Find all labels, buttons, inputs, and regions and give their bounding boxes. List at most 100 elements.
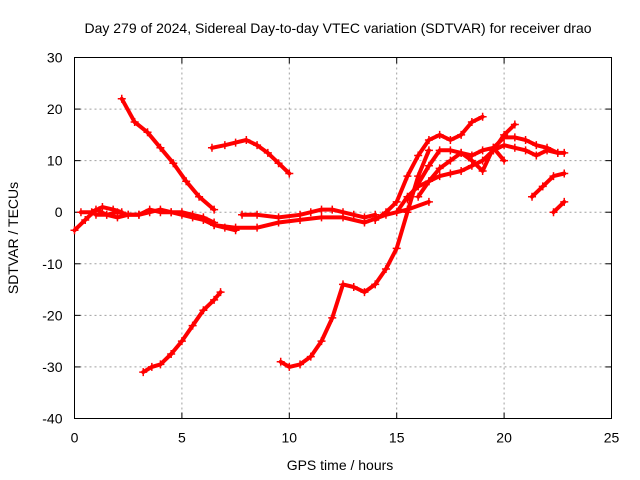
data-point-marker <box>414 151 423 160</box>
x-tick-label: 15 <box>389 430 405 446</box>
series-arc-7 <box>238 205 380 222</box>
data-point-marker <box>467 151 476 160</box>
data-point-marker <box>169 159 178 168</box>
data-point-marker <box>199 215 208 224</box>
data-point-marker <box>285 169 294 178</box>
data-point-marker <box>424 161 433 170</box>
series-arc-14 <box>489 141 562 160</box>
data-point-marker <box>231 138 240 147</box>
data-point-marker <box>560 169 569 178</box>
series-arc-2 <box>76 203 126 217</box>
series-arc-13 <box>414 133 569 201</box>
data-point-marker <box>253 141 262 150</box>
series-line <box>551 199 567 215</box>
data-point-marker <box>188 321 197 330</box>
data-point-marker <box>253 223 262 232</box>
data-point-marker <box>81 215 90 224</box>
data-point-marker <box>220 141 229 150</box>
data-point-marker <box>560 197 569 206</box>
data-point-marker <box>177 337 186 346</box>
data-point-marker <box>274 159 283 168</box>
data-point-marker <box>392 244 401 253</box>
data-point-marker <box>156 205 165 214</box>
axis-ticks: 0 5 10 15 20 25 -40 -30 -20 -10 0 10 20 30 <box>42 50 619 446</box>
series-arc-15 <box>528 169 569 201</box>
data-point-marker <box>500 141 509 150</box>
data-point-marker <box>360 213 369 222</box>
data-point-marker <box>500 133 509 142</box>
plot-frame <box>74 57 612 419</box>
y-tick-label: 0 <box>55 204 63 220</box>
y-tick-label: -30 <box>42 359 62 375</box>
data-point-marker <box>549 172 558 181</box>
data-point-marker <box>478 166 487 175</box>
data-point-marker <box>76 208 85 217</box>
data-point-marker <box>253 210 262 219</box>
data-series <box>70 94 569 377</box>
data-point-marker <box>285 362 294 371</box>
data-point-marker <box>317 337 326 346</box>
x-tick-label: 5 <box>178 430 186 446</box>
y-tick-label: 20 <box>47 101 63 117</box>
data-point-marker <box>392 197 401 206</box>
data-point-marker <box>414 192 423 201</box>
data-point-marker <box>276 357 285 366</box>
series-line <box>405 145 507 202</box>
series-arc-8 <box>139 288 225 377</box>
data-point-marker <box>113 213 122 222</box>
data-point-marker <box>210 205 219 214</box>
data-point-marker <box>182 177 191 186</box>
data-point-marker <box>134 210 143 219</box>
data-point-marker <box>403 172 412 181</box>
data-point-marker <box>403 208 412 217</box>
data-point-marker <box>296 210 305 219</box>
data-point-marker <box>195 192 204 201</box>
y-tick-label: -10 <box>42 256 62 272</box>
grid-lines <box>74 57 612 419</box>
data-point-marker <box>296 360 305 369</box>
data-point-marker <box>317 205 326 214</box>
data-point-marker <box>242 136 251 145</box>
data-point-marker <box>156 143 165 152</box>
data-point-marker <box>446 136 455 145</box>
data-point-marker <box>199 306 208 315</box>
data-point-marker <box>532 141 541 150</box>
data-point-marker <box>87 208 96 217</box>
chart-title: Day 279 of 2024, Sidereal Day-to-day VTE… <box>84 20 591 36</box>
x-tick-label: 25 <box>604 430 620 446</box>
data-point-marker <box>521 136 530 145</box>
data-point-marker <box>446 146 455 155</box>
y-tick-label: -20 <box>42 307 62 323</box>
data-point-marker <box>478 112 487 121</box>
data-point-marker <box>543 146 552 155</box>
data-point-marker <box>207 143 216 152</box>
x-axis-label: GPS time / hours <box>287 457 394 473</box>
data-point-marker <box>532 151 541 160</box>
data-point-marker <box>156 360 165 369</box>
series-line <box>119 96 217 212</box>
data-point-marker <box>538 182 547 191</box>
data-point-marker <box>124 210 133 219</box>
data-point-marker <box>188 213 197 222</box>
data-point-marker <box>424 146 433 155</box>
data-point-marker <box>510 143 519 152</box>
data-point-marker <box>70 226 79 235</box>
data-point-marker <box>457 166 466 175</box>
data-point-marker <box>147 362 156 371</box>
series-arc-9 <box>276 146 433 371</box>
data-point-marker <box>424 197 433 206</box>
y-tick-label: 30 <box>47 50 63 66</box>
data-point-marker <box>457 130 466 139</box>
data-point-marker <box>139 368 148 377</box>
data-point-marker <box>446 169 455 178</box>
data-point-marker <box>381 264 390 273</box>
series-arc-5 <box>207 136 294 178</box>
data-point-marker <box>210 295 219 304</box>
data-point-marker <box>414 179 423 188</box>
data-point-marker <box>177 210 186 219</box>
x-tick-label: 20 <box>496 430 512 446</box>
series-line <box>530 171 567 199</box>
data-point-marker <box>306 352 315 361</box>
series-line <box>240 207 378 220</box>
y-axis-label: SDTVAR / TECUs <box>5 182 21 294</box>
